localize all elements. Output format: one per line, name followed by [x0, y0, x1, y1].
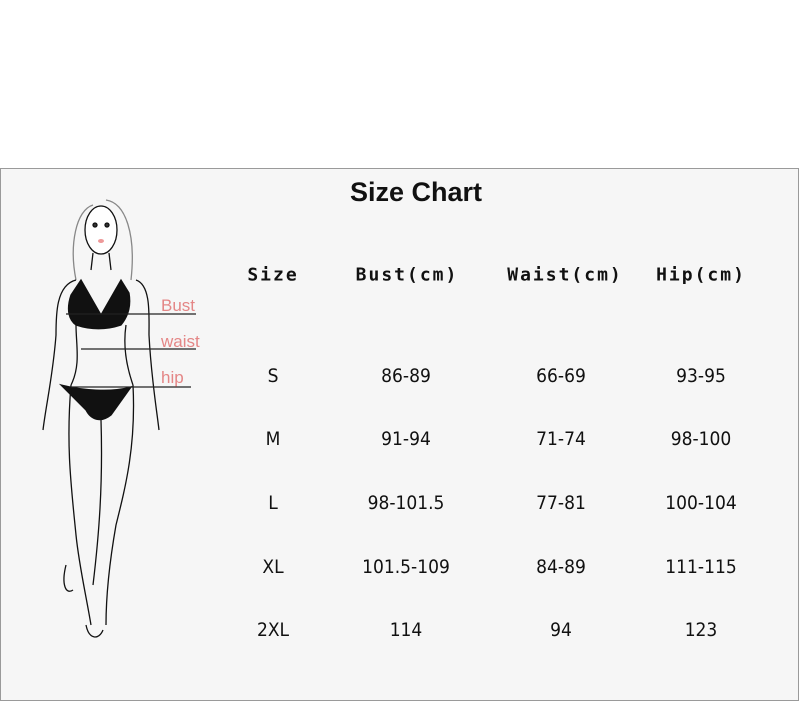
cell-waist: 84-89: [536, 556, 586, 578]
cell-waist: 71-74: [536, 428, 586, 450]
cell-size: S: [267, 365, 279, 387]
page-title: Size Chart: [349, 177, 483, 207]
header-bust: Bust(cm): [355, 264, 459, 286]
cell-bust: 91-94: [381, 428, 431, 450]
cell-hip: 123: [684, 619, 718, 641]
cell-waist: 77-81: [536, 492, 586, 514]
cell-size: L: [268, 492, 278, 514]
cell-bust: 86-89: [381, 365, 431, 387]
cell-size: 2XL: [256, 619, 290, 641]
body-figure-illustration: [42, 199, 160, 638]
cell-waist: 94: [550, 619, 572, 641]
header-waist: Waist(cm): [507, 264, 623, 286]
cell-hip: 100-104: [665, 492, 737, 514]
bust-label: Bust: [161, 296, 196, 315]
cell-hip: 111-115: [665, 556, 737, 578]
cell-size: M: [265, 428, 281, 450]
header-size: Size: [247, 264, 299, 286]
cell-size: XL: [262, 556, 284, 578]
cell-bust: 114: [389, 619, 423, 641]
waist-label: waist: [161, 332, 200, 351]
cell-bust: 101.5-109: [362, 556, 450, 578]
cell-hip: 93-95: [676, 365, 726, 387]
hip-label: hip: [161, 368, 184, 387]
cell-waist: 66-69: [536, 365, 586, 387]
cell-hip: 98-100: [670, 428, 732, 450]
cell-bust: 98-101.5: [367, 492, 445, 514]
measurement-lines: [66, 313, 196, 388]
size-chart-panel: Size Chart Bust waist hip Size Bust(cm) …: [0, 168, 799, 701]
header-hip: Hip(cm): [656, 264, 746, 286]
